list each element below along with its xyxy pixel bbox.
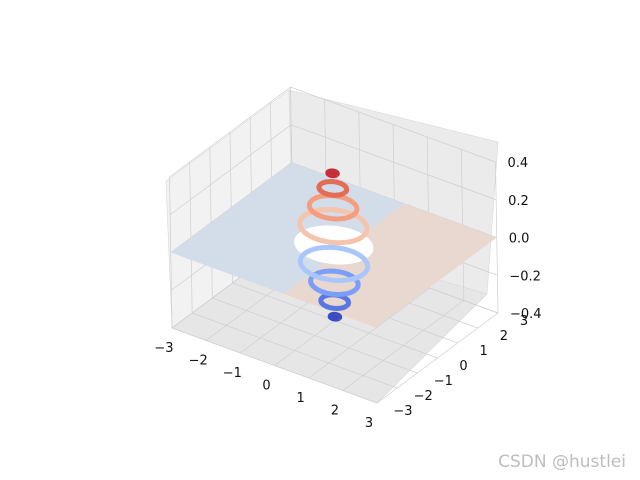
- y-tick-label: −3: [393, 404, 412, 419]
- contour-ring: [297, 207, 370, 246]
- contour-ring: [325, 168, 340, 179]
- x-tick-label: 1: [297, 391, 305, 406]
- y-tick-label: −1: [434, 374, 453, 389]
- y-tick-label: 1: [480, 344, 488, 359]
- plane-half-left: [170, 162, 405, 294]
- x-tick-label: −3: [154, 341, 173, 356]
- contour-rings: [297, 168, 371, 322]
- x-tick-label: −2: [189, 354, 208, 369]
- y-tick-label: −2: [414, 389, 433, 404]
- x-tick-label: −1: [223, 366, 242, 381]
- contour-ring: [318, 292, 352, 311]
- contour-ring: [297, 244, 371, 283]
- z-tick-label: 0.2: [508, 194, 529, 209]
- contour-ring: [316, 179, 350, 198]
- z-tick-label: 0.0: [509, 232, 530, 247]
- y-tick-label: 3: [520, 314, 528, 329]
- z-tick-label: −0.4: [510, 307, 542, 322]
- grid-line: [169, 86, 496, 178]
- contour-ring: [327, 311, 343, 322]
- grid-line: [169, 124, 497, 216]
- x-tick-label: 2: [331, 404, 339, 419]
- z-tick-label: −0.2: [509, 269, 541, 284]
- grid-line: [376, 312, 499, 404]
- z-tick-label: 0.4: [508, 156, 529, 171]
- y-tick-label: 2: [500, 329, 508, 344]
- y-tick-label: 0: [459, 359, 467, 374]
- x-tick-label: 0: [262, 379, 270, 394]
- watermark: CSDN @hustlei: [498, 452, 626, 472]
- x-tick-label: 3: [365, 416, 373, 431]
- contour-ring: [306, 193, 360, 222]
